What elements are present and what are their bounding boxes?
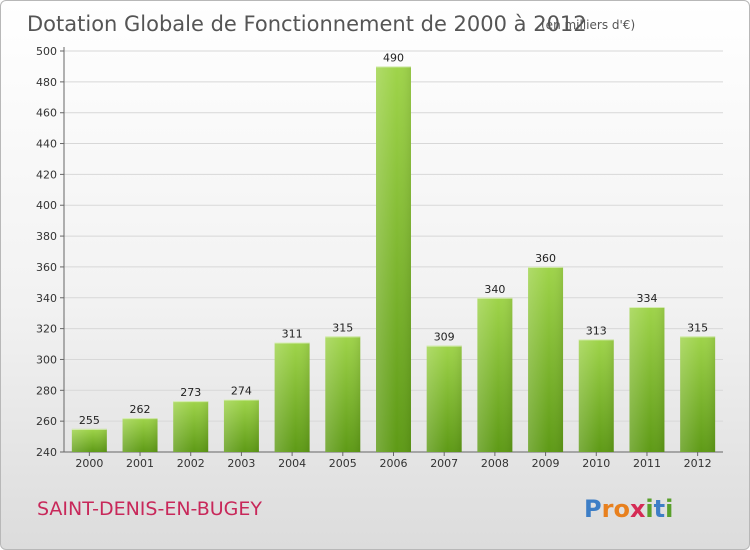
y-tick-label: 280 — [36, 384, 57, 397]
y-tick-label: 440 — [36, 138, 57, 151]
value-label-2002: 273 — [180, 386, 201, 399]
x-tick-label-2002: 2002 — [177, 457, 205, 470]
bar-shade-2006 — [376, 66, 411, 452]
x-tick-label-2004: 2004 — [278, 457, 306, 470]
value-label-2007: 309 — [434, 331, 455, 344]
bar-shade-2004 — [274, 342, 310, 452]
logo-letter: o — [613, 495, 630, 523]
bar-shade-2011 — [629, 307, 665, 452]
bar-shade-2009 — [528, 266, 564, 452]
value-label-2000: 255 — [79, 414, 100, 427]
x-tick-label-2000: 2000 — [75, 457, 103, 470]
logo-letter: i — [645, 495, 653, 523]
bar-shade-2010 — [578, 339, 614, 452]
logo-letter: t — [654, 495, 665, 523]
value-label-2003: 274 — [231, 385, 252, 398]
logo-letter: P — [584, 495, 602, 523]
value-label-2011: 334 — [636, 292, 657, 305]
y-tick-label: 480 — [36, 76, 57, 89]
x-tick-label-2007: 2007 — [430, 457, 458, 470]
bar-shade-2005 — [325, 336, 361, 452]
value-label-2008: 340 — [484, 283, 505, 296]
y-tick-label: 260 — [36, 415, 57, 428]
chart-unit: (en milliers d'€) — [541, 18, 635, 32]
x-tick-label-2003: 2003 — [227, 457, 255, 470]
y-tick-label: 380 — [36, 230, 57, 243]
x-tick-label-2001: 2001 — [126, 457, 154, 470]
bar-shade-2001 — [122, 418, 158, 452]
value-label-2004: 311 — [282, 327, 303, 340]
x-tick-label-2005: 2005 — [329, 457, 357, 470]
y-tick-label: 500 — [36, 45, 57, 58]
y-tick-label: 340 — [36, 292, 57, 305]
bars — [71, 66, 716, 452]
y-tick-label: 240 — [36, 446, 57, 459]
bar-shade-2007 — [426, 345, 462, 452]
y-tick-label: 360 — [36, 261, 57, 274]
bar-shade-2002 — [173, 401, 209, 452]
x-tick-label-2011: 2011 — [633, 457, 661, 470]
logo-letter: i — [665, 495, 673, 523]
commune-name: SAINT-DENIS-EN-BUGEY — [37, 498, 262, 520]
axes: 240 260 280 300 320 340 360 380 400 420 440 460 480 5… — [36, 45, 723, 470]
y-tick-label: 320 — [36, 323, 57, 336]
bar-shade-2008 — [477, 297, 513, 452]
bar-shade-2000 — [71, 428, 107, 452]
value-label-2006: 490 — [383, 51, 404, 64]
y-tick-label: 300 — [36, 353, 57, 366]
logo-letter: x — [630, 495, 646, 523]
y-tick-label: 400 — [36, 199, 57, 212]
chart-title: Dotation Globale de Fonctionnement de 20… — [27, 12, 587, 36]
x-tick-label-2009: 2009 — [532, 457, 560, 470]
bar-shade-2012 — [680, 336, 716, 452]
x-tick-label-2012: 2012 — [684, 457, 712, 470]
value-label-2001: 262 — [130, 403, 151, 416]
value-label-2010: 313 — [586, 324, 607, 337]
x-tick-label-2008: 2008 — [481, 457, 509, 470]
proxiti-logo: Proxiti — [584, 495, 673, 523]
x-tick-label-2006: 2006 — [380, 457, 408, 470]
y-tick-label: 460 — [36, 107, 57, 120]
value-label-2005: 315 — [332, 321, 353, 334]
labels: 255 262 273 274 311 315 490 309 340 360 313 334 315 — [79, 51, 708, 426]
x-tick-label-2010: 2010 — [582, 457, 610, 470]
value-label-2009: 360 — [535, 252, 556, 265]
bar-shade-2003 — [223, 399, 259, 452]
value-label-2012: 315 — [687, 321, 708, 334]
logo-letter: r — [602, 495, 614, 523]
y-tick-label: 420 — [36, 168, 57, 181]
